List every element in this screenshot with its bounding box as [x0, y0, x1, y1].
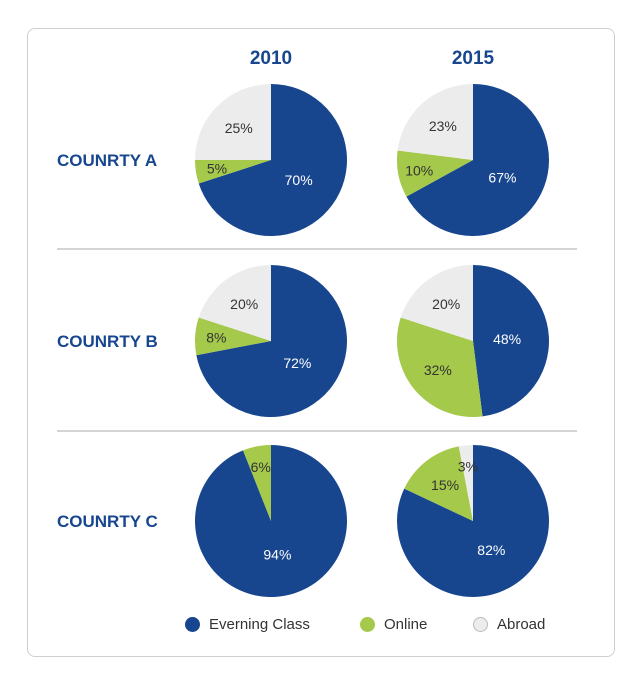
column-title: 2010: [250, 48, 292, 69]
legend-swatch-online: [360, 617, 375, 632]
data-label: 3%: [458, 459, 478, 475]
pie-slice-online: [195, 317, 271, 356]
pie-slice-online: [195, 160, 271, 184]
pie-slice-online: [396, 317, 483, 418]
data-label: 23%: [429, 118, 457, 134]
pie-slice-abroad: [195, 84, 271, 160]
pie-slice-everning-class: [198, 84, 347, 236]
pie-slice-everning-class: [473, 265, 550, 417]
row-label: COUNRTY A: [57, 151, 157, 170]
data-label: 25%: [225, 120, 253, 136]
legend-label-online: Online: [384, 616, 428, 633]
data-label: 70%: [285, 172, 313, 188]
pie-slice-abroad: [397, 84, 473, 160]
data-label: 48%: [493, 331, 521, 347]
data-label: 94%: [263, 547, 291, 563]
legend-item-evening: Everning Class: [185, 616, 310, 633]
legend-label-abroad: Abroad: [497, 616, 546, 633]
pie-slice-online: [404, 446, 473, 521]
data-label: 20%: [432, 296, 460, 312]
pie-slice-everning-class: [194, 445, 347, 597]
pie-slice-everning-class: [406, 84, 550, 236]
pie-slice-abroad: [198, 265, 271, 341]
data-label: 32%: [424, 362, 452, 378]
data-label: 10%: [405, 162, 433, 178]
data-label: 6%: [251, 459, 271, 475]
data-label: 72%: [283, 355, 311, 371]
column-title: 2015: [452, 48, 495, 69]
row-label: COUNRTY C: [57, 512, 158, 531]
chart-card: [27, 28, 615, 657]
pie-slice-online: [397, 150, 473, 197]
data-label: 15%: [431, 477, 459, 493]
legend-item-abroad: Abroad: [473, 616, 545, 633]
data-label: 5%: [207, 161, 227, 177]
legend-item-online: Online: [360, 616, 427, 633]
data-label: 82%: [477, 542, 505, 558]
data-label: 8%: [206, 330, 226, 346]
pie-slice-everning-class: [196, 265, 348, 417]
legend-label-evening: Everning Class: [209, 616, 310, 633]
data-label: 20%: [230, 296, 258, 312]
pie-slice-online: [243, 445, 271, 521]
legend-swatch-abroad: [473, 617, 488, 632]
data-label: 67%: [488, 169, 516, 185]
pie-slice-abroad: [400, 265, 473, 341]
legend-swatch-evening: [185, 617, 200, 632]
pie-slice-abroad: [458, 445, 473, 521]
row-label: COUNRTY B: [57, 332, 158, 351]
